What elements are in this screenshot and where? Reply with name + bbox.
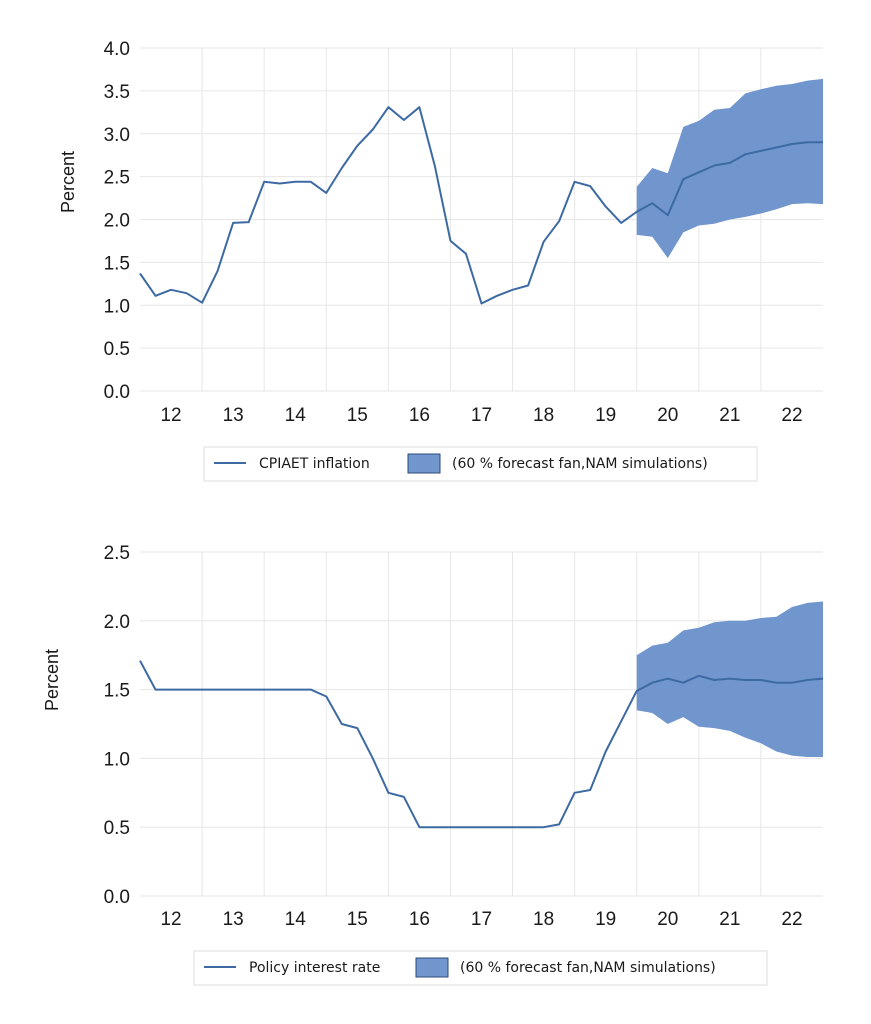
x-tick-label: 14 — [285, 405, 307, 426]
inflation-chart: 0.0 0.5 1.0 1.5 2.0 2.5 3.0 3.5 4.0 12 13 14 15 16 17… — [58, 39, 823, 482]
x-tick-label: 18 — [533, 405, 554, 426]
y-tick-label: 4.0 — [104, 39, 130, 60]
x-tick-label: 21 — [719, 405, 740, 426]
legend-label-policy-rate: Policy interest rate — [249, 960, 380, 976]
legend-label-fan: (60 % forecast fan,NAM simulations) — [460, 960, 716, 976]
x-tick-label: 13 — [223, 909, 244, 930]
y-tick-label: 0.0 — [104, 382, 130, 403]
y-tick-label: 1.0 — [104, 749, 130, 770]
y-tick-label: 0.5 — [104, 339, 130, 360]
x-tick-label: 16 — [409, 909, 430, 930]
y-tick-label: 1.0 — [104, 296, 130, 317]
legend-fan-swatch — [415, 957, 449, 978]
y-tick-label: 1.5 — [104, 681, 130, 702]
x-tick-label: 17 — [471, 909, 492, 930]
y-tick-label: 2.5 — [104, 168, 130, 189]
legend-frame — [193, 950, 768, 986]
y-tick-label: 3.5 — [104, 82, 130, 103]
policy-rate-chart-panel: 0.0 0.5 1.0 1.5 2.0 2.5 12 13 14 15 16 17 18 19 20 21 2… — [0, 512, 871, 1024]
legend-frame — [203, 446, 758, 482]
series-line — [139, 660, 824, 829]
x-tick-label: 15 — [347, 909, 368, 930]
series-line — [139, 106, 823, 305]
x-tick-label: 20 — [657, 909, 678, 930]
inflation-chart-panel: 0.0 0.5 1.0 1.5 2.0 2.5 3.0 3.5 4.0 12 13 14 15 16 17… — [58, 39, 823, 482]
x-tick-label: 15 — [347, 405, 368, 426]
y-axis-title: Percent — [42, 649, 62, 711]
legend: CPIAET inflation (60 % forecast fan,NAM … — [203, 446, 758, 482]
y-tick-label: 0.5 — [104, 818, 130, 839]
x-tick-label: 13 — [223, 405, 244, 426]
y-tick-label: 3.0 — [104, 125, 130, 146]
legend: Policy interest rate (60 % forecast fan,… — [193, 950, 768, 986]
x-tick-label: 18 — [533, 909, 554, 930]
y-tick-label: 2.0 — [104, 612, 130, 633]
legend-label-fan: (60 % forecast fan,NAM simulations) — [452, 456, 708, 472]
x-tick-label: 19 — [595, 909, 616, 930]
y-axis-title: Percent — [58, 151, 78, 213]
x-tick-label: 22 — [781, 909, 802, 930]
legend-fan-swatch — [407, 453, 441, 474]
x-tick-label: 22 — [781, 405, 802, 426]
x-tick-label: 20 — [657, 405, 678, 426]
legend-label-inflation: CPIAET inflation — [259, 456, 370, 472]
y-tick-label: 2.0 — [104, 211, 130, 232]
forecast-fan-band — [636, 78, 823, 259]
y-tick-label: 2.5 — [104, 543, 130, 564]
x-tick-label: 12 — [160, 909, 181, 930]
x-tick-label: 21 — [719, 909, 740, 930]
x-tick-label: 14 — [285, 909, 307, 930]
x-tick-label: 19 — [595, 405, 616, 426]
y-tick-label: 0.0 — [104, 887, 130, 908]
x-tick-label: 16 — [409, 405, 430, 426]
x-tick-label: 17 — [471, 405, 492, 426]
x-tick-label: 12 — [160, 405, 181, 426]
policy-rate-chart: 0.0 0.5 1.0 1.5 2.0 2.5 12 13 14 15 16 17 18 19 20 21 2… — [42, 543, 824, 986]
y-tick-label: 1.5 — [104, 253, 130, 274]
